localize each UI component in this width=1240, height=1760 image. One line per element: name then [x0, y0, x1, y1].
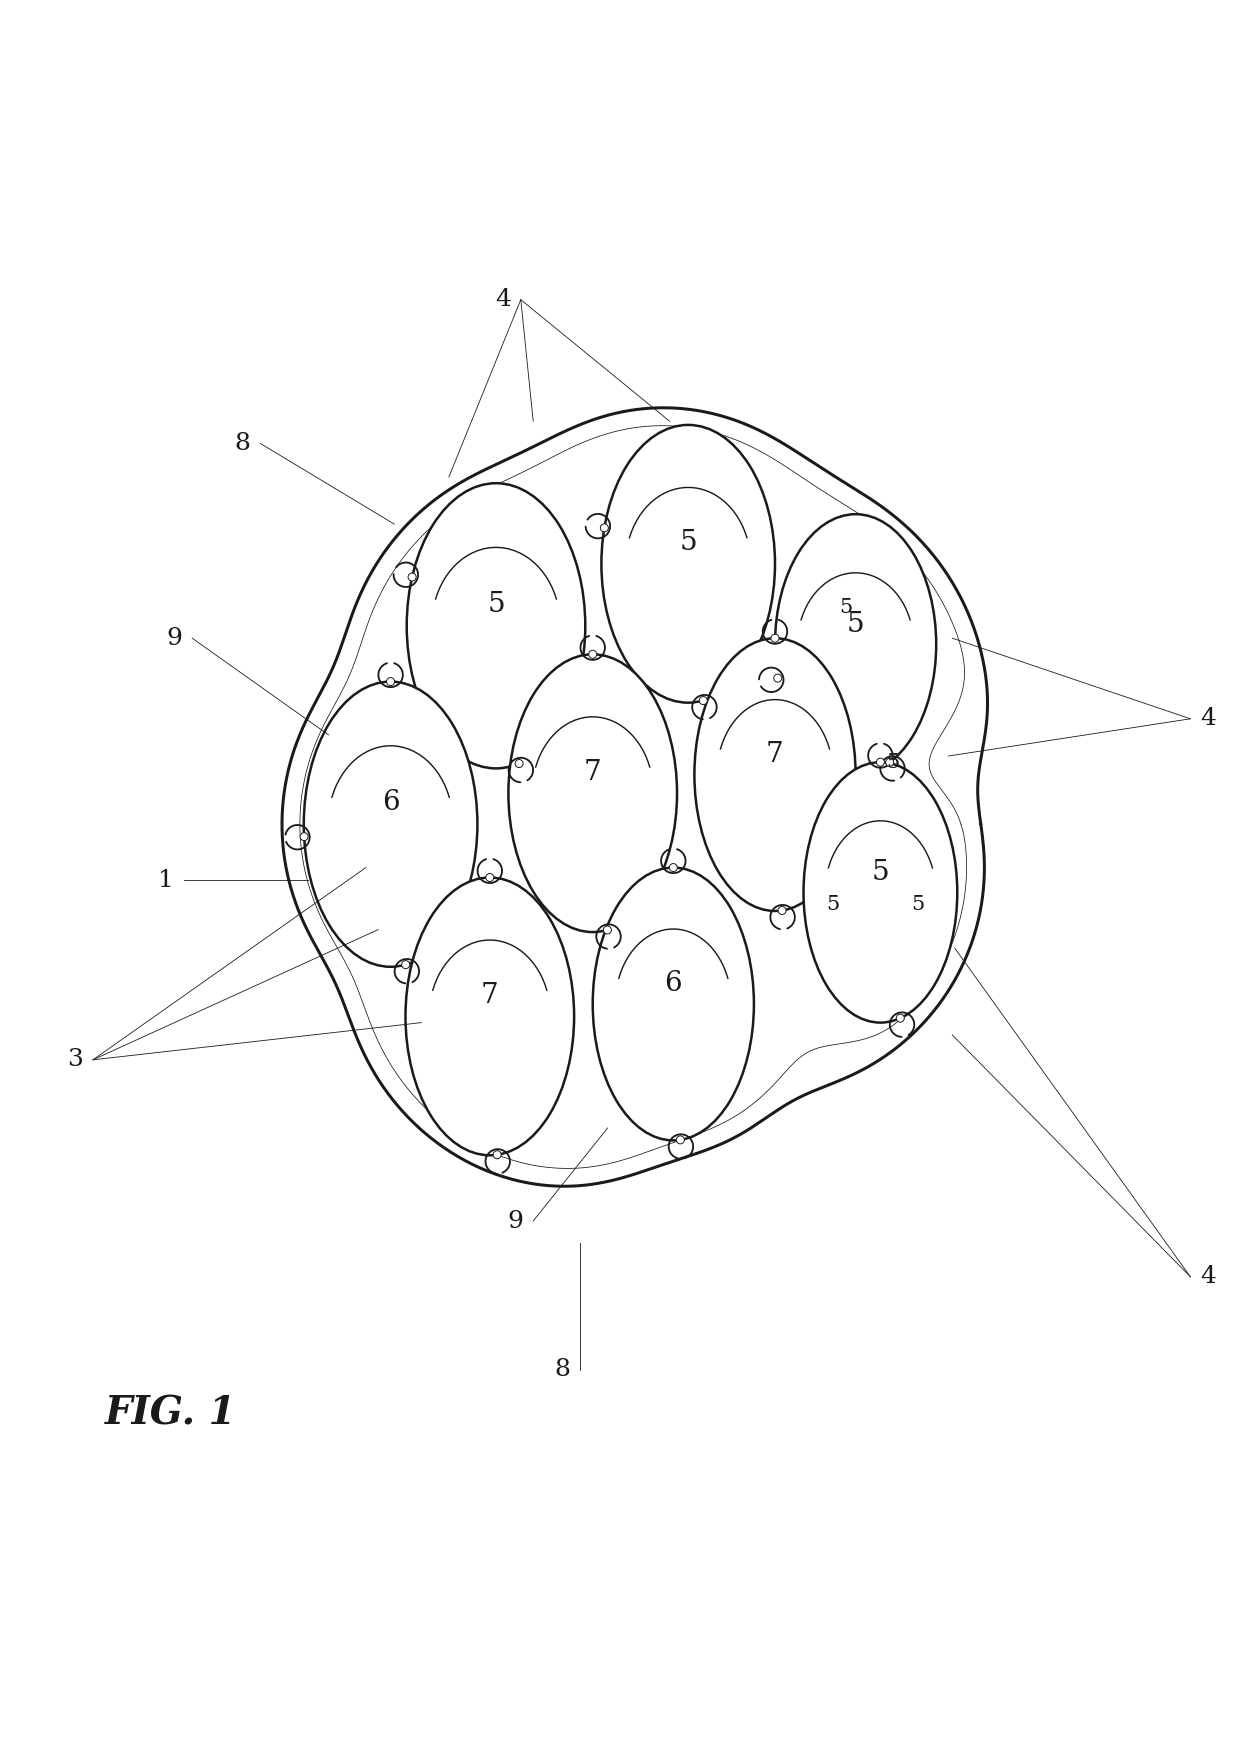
Circle shape: [771, 634, 779, 642]
Ellipse shape: [304, 681, 477, 966]
Circle shape: [515, 760, 523, 767]
Circle shape: [670, 864, 677, 871]
Circle shape: [300, 832, 309, 841]
Circle shape: [774, 674, 781, 683]
Circle shape: [486, 873, 494, 882]
Text: 1: 1: [157, 868, 174, 892]
Text: 6: 6: [665, 970, 682, 996]
Text: 7: 7: [584, 759, 601, 787]
Text: 5: 5: [839, 598, 852, 616]
Ellipse shape: [775, 514, 936, 774]
Text: 3: 3: [67, 1049, 83, 1072]
Text: 9: 9: [166, 627, 182, 649]
Circle shape: [885, 759, 894, 766]
Text: 7: 7: [481, 982, 498, 1008]
Text: 8: 8: [554, 1359, 570, 1382]
Ellipse shape: [804, 762, 957, 1023]
Text: 4: 4: [1200, 1265, 1216, 1288]
Ellipse shape: [405, 878, 574, 1155]
Text: 9: 9: [507, 1209, 523, 1232]
Text: 5: 5: [680, 530, 697, 556]
Text: FIG. 1: FIG. 1: [105, 1394, 237, 1433]
Polygon shape: [281, 408, 987, 1186]
Text: 5: 5: [911, 896, 924, 913]
Text: 5: 5: [487, 591, 505, 618]
Text: 5: 5: [872, 859, 889, 887]
Ellipse shape: [508, 655, 677, 933]
Circle shape: [600, 524, 609, 532]
Ellipse shape: [694, 639, 856, 912]
Circle shape: [699, 697, 707, 704]
Circle shape: [877, 759, 884, 766]
Ellipse shape: [407, 484, 585, 769]
Text: 4: 4: [1200, 708, 1216, 730]
Circle shape: [897, 1014, 904, 1023]
Text: 5: 5: [847, 611, 864, 639]
Circle shape: [402, 961, 409, 968]
Text: 5: 5: [887, 753, 899, 771]
Text: 4: 4: [495, 289, 511, 312]
Circle shape: [589, 649, 596, 658]
Circle shape: [777, 906, 786, 915]
Circle shape: [604, 926, 611, 935]
Circle shape: [408, 574, 417, 581]
Text: 5: 5: [827, 896, 839, 913]
Circle shape: [676, 1135, 684, 1144]
Circle shape: [494, 1151, 501, 1158]
Text: 6: 6: [382, 788, 399, 817]
Text: 8: 8: [234, 431, 250, 456]
Ellipse shape: [593, 868, 754, 1140]
Circle shape: [387, 678, 394, 686]
Text: 7: 7: [766, 741, 784, 767]
Ellipse shape: [601, 424, 775, 702]
